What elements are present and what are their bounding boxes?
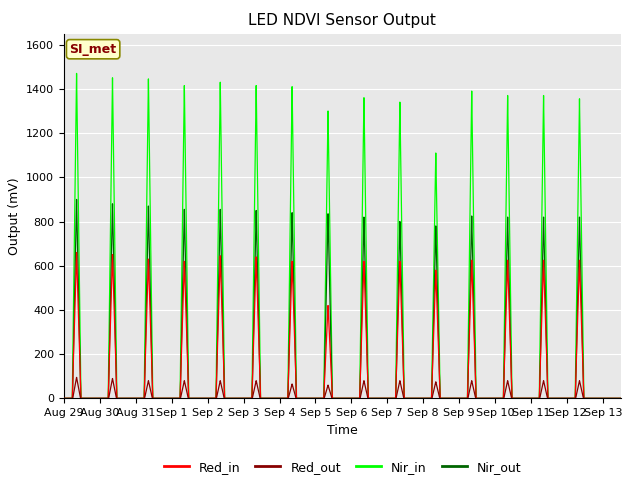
X-axis label: Time: Time: [327, 424, 358, 437]
Y-axis label: Output (mV): Output (mV): [8, 177, 20, 255]
Legend: Red_in, Red_out, Nir_in, Nir_out: Red_in, Red_out, Nir_in, Nir_out: [159, 456, 526, 479]
Text: SI_met: SI_met: [70, 43, 116, 56]
Title: LED NDVI Sensor Output: LED NDVI Sensor Output: [248, 13, 436, 28]
